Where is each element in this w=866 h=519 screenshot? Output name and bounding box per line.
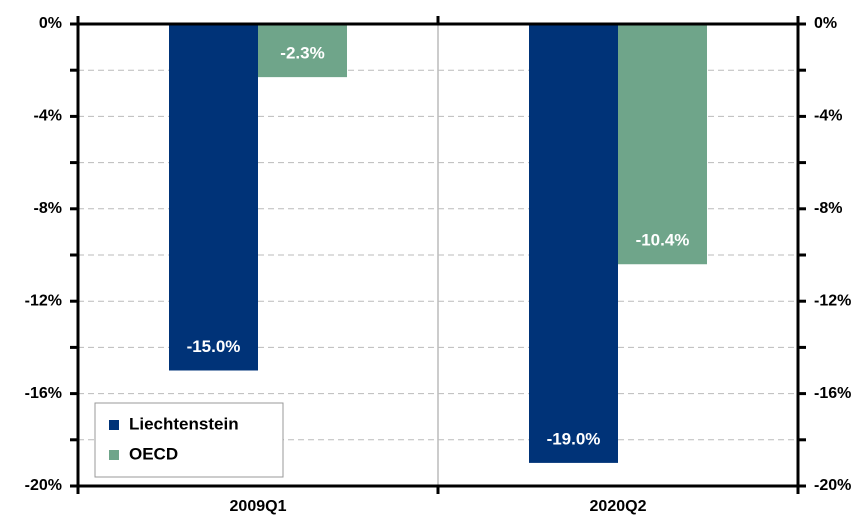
y2-tick-label: -4% [814,108,842,125]
y2-tick-label: 0% [814,15,837,32]
y-tick-label: -4% [34,108,62,125]
bar [258,24,347,78]
data-label: -15.0% [187,337,241,356]
bar [618,24,707,265]
y-tick-label: -12% [25,292,62,309]
y-tick-label: -16% [25,385,62,402]
y2-tick-label: -12% [814,292,851,309]
data-label: -10.4% [636,231,690,250]
legend-label: Liechtenstein [129,414,239,433]
y-tick-label: -20% [25,477,62,494]
data-label: -19.0% [547,429,601,448]
y2-tick-label: -16% [814,385,851,402]
legend-swatch [109,420,119,430]
legend-swatch [109,450,119,460]
y-tick-label: 0% [39,15,62,32]
bar [169,24,258,371]
y2-tick-label: -20% [814,477,851,494]
y2-tick-label: -8% [814,200,842,217]
data-label: -2.3% [280,44,324,63]
bar [529,24,618,463]
x-tick-label: 2020Q2 [590,498,647,515]
y-tick-label: -8% [34,200,62,217]
legend-label: OECD [129,444,178,463]
legend-box [94,402,284,478]
x-tick-label: 2009Q1 [230,498,287,515]
